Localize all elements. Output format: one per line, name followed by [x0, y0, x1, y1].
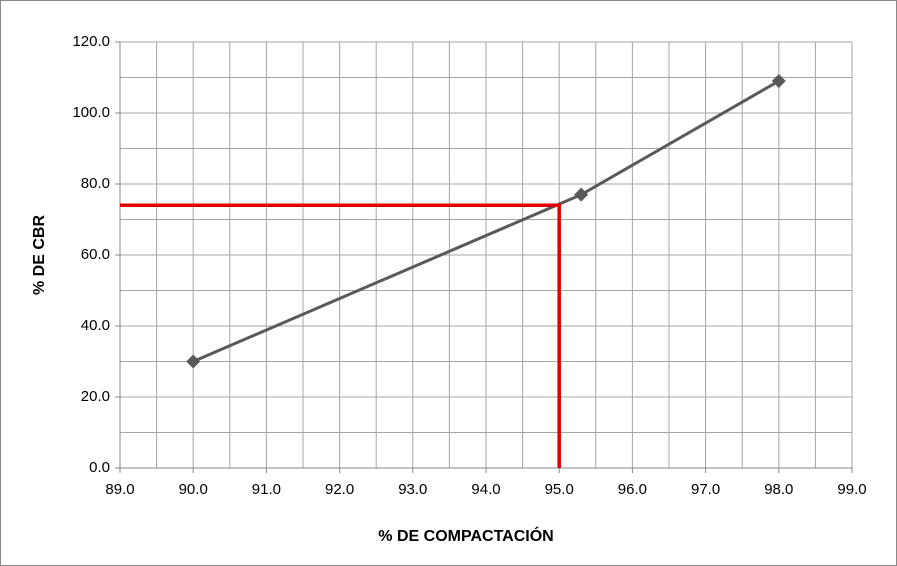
- x-tick-label: 94.0: [471, 481, 500, 498]
- marker: [771, 74, 786, 89]
- x-tick-label: 99.0: [837, 481, 866, 498]
- x-tick-label: 95.0: [545, 481, 574, 498]
- x-tick-label: 97.0: [691, 481, 720, 498]
- reference-line: [120, 203, 561, 468]
- x-tick-label: 96.0: [618, 481, 647, 498]
- x-tick-label: 91.0: [252, 481, 281, 498]
- y-tick-label: 80.0: [81, 175, 110, 192]
- y-tick-label: 120.0: [72, 33, 110, 50]
- marker: [574, 187, 589, 202]
- x-axis-label: % DE COMPACTACIÓN: [378, 526, 553, 545]
- x-tick-label: 93.0: [398, 481, 427, 498]
- y-tick-label: 20.0: [81, 388, 110, 405]
- y-axis-label: % DE CBR: [31, 215, 48, 295]
- marker: [186, 354, 201, 369]
- y-tick-label: 40.0: [81, 317, 110, 334]
- x-tick-label: 90.0: [179, 481, 208, 498]
- y-tick-label: 60.0: [81, 246, 110, 263]
- x-tick-label: 98.0: [764, 481, 793, 498]
- x-tick-label: 92.0: [325, 481, 354, 498]
- y-tick-label: 0.0: [89, 459, 110, 476]
- y-tick-label: 100.0: [72, 104, 110, 121]
- x-tick-label: 89.0: [105, 481, 134, 498]
